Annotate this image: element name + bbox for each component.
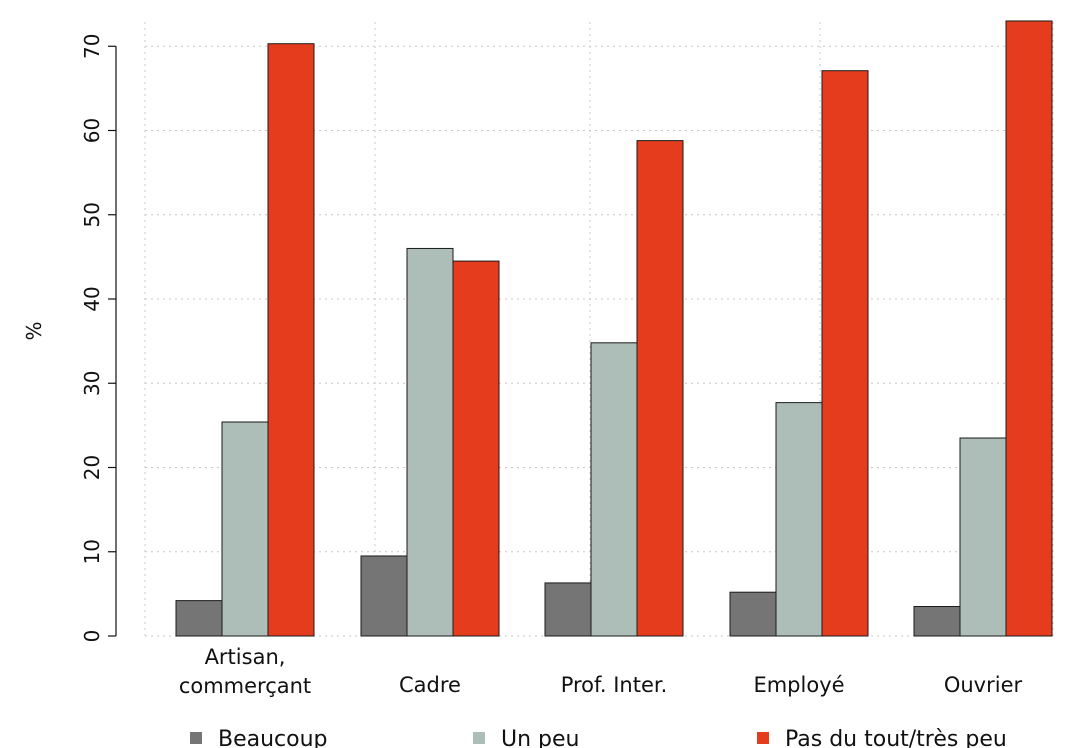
- bar: [775, 402, 823, 637]
- y-tick-label: 30: [80, 371, 104, 396]
- category-label: commerçant: [179, 674, 311, 698]
- legend-swatch: [473, 732, 485, 744]
- bar: [1005, 20, 1053, 637]
- y-tick-label: 60: [80, 118, 104, 143]
- bar: [821, 70, 869, 637]
- bar: [729, 591, 777, 637]
- category-label: Ouvrier: [944, 673, 1023, 697]
- bars: [175, 20, 1053, 637]
- y-tick-label: 50: [80, 202, 104, 227]
- bar: [406, 247, 454, 637]
- bar: [221, 421, 269, 637]
- bar: [175, 600, 223, 637]
- y-tick-label: 10: [80, 539, 104, 564]
- legend-label: Un peu: [501, 727, 579, 748]
- bar: [913, 606, 961, 637]
- category-label: Artisan,: [205, 645, 286, 669]
- y-tick-label: 20: [80, 455, 104, 480]
- y-tick-label: 70: [80, 34, 104, 59]
- bar: [636, 140, 684, 637]
- category-label: Prof. Inter.: [561, 673, 668, 697]
- bar: [959, 437, 1007, 637]
- bar: [544, 582, 592, 637]
- legend: Beaucoup Un peu Pas du tout/très peu: [190, 727, 1007, 748]
- category-label: Cadre: [399, 673, 461, 697]
- category-labels: Artisan, commerçant Cadre Prof. Inter. Emplo…: [179, 645, 1023, 698]
- y-tick-label: 0: [80, 630, 104, 643]
- bar: [267, 43, 315, 637]
- y-axis-label: %: [22, 321, 46, 340]
- bar: [360, 555, 408, 637]
- y-axis: 0 10 20 30 40 50 60 70: [80, 34, 117, 643]
- legend-swatch: [190, 732, 202, 744]
- legend-label: Pas du tout/très peu: [785, 727, 1007, 748]
- legend-swatch: [757, 732, 769, 744]
- bar: [452, 260, 500, 637]
- y-tick-label: 40: [80, 286, 104, 311]
- bar: [590, 342, 638, 637]
- legend-label: Beaucoup: [218, 727, 328, 748]
- category-label: Employé: [753, 673, 844, 697]
